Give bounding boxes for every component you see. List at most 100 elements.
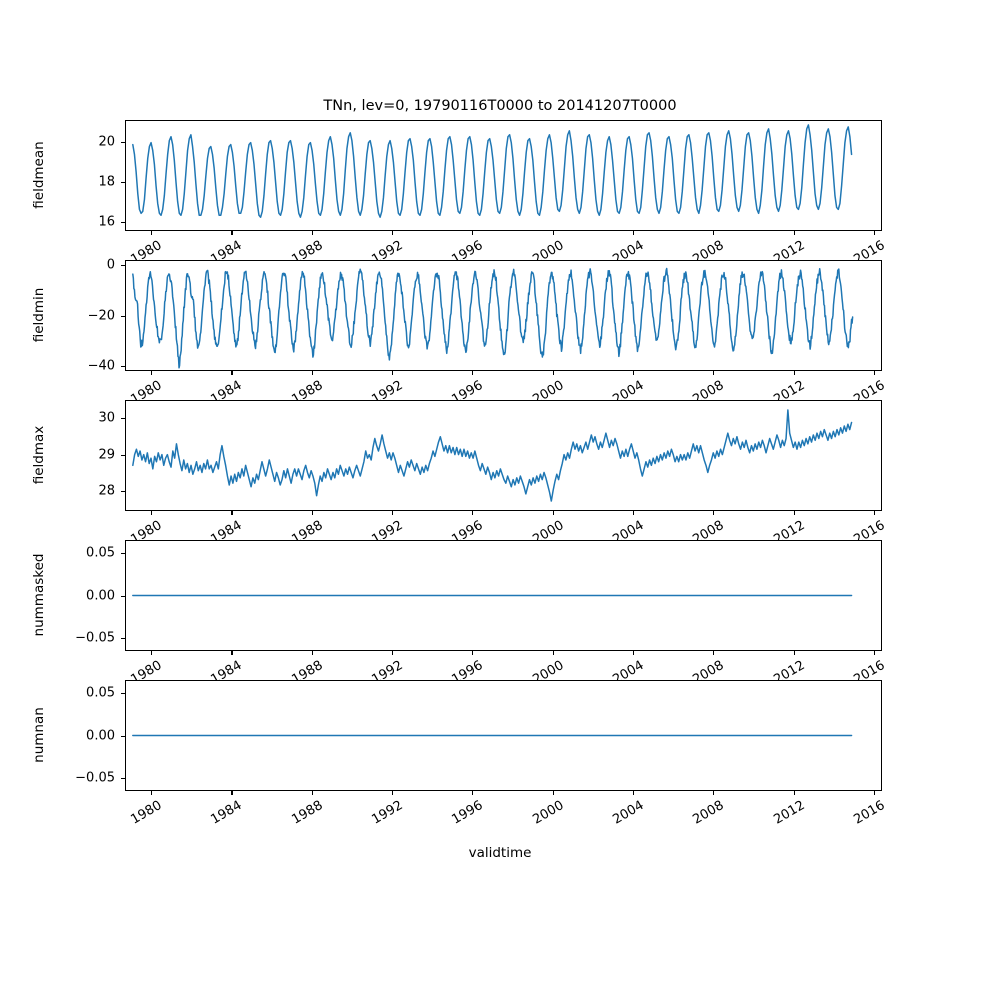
y-tick-mark (121, 490, 125, 493)
x-tick-mark (633, 791, 635, 795)
x-tick-mark (472, 231, 474, 235)
x-tick-mark (552, 651, 554, 655)
x-tick-mark (873, 651, 876, 655)
y-tick-label: 30 (98, 410, 115, 426)
x-tick-mark (151, 231, 153, 235)
y-tick-label: −0.05 (75, 630, 115, 646)
line-plot-nummasked (132, 594, 853, 597)
y-tick-label: −40 (87, 358, 115, 374)
x-tick-mark (552, 511, 554, 515)
x-tick-mark (151, 511, 153, 515)
x-tick-mark (713, 511, 715, 515)
x-tick-mark (151, 791, 153, 795)
x-tick-mark (311, 511, 313, 515)
y-tick-mark (121, 315, 125, 317)
x-tick-mark (311, 651, 313, 655)
y-tick-mark (121, 142, 125, 144)
x-tick-mark (633, 231, 635, 235)
y-tick-label: −20 (87, 308, 115, 323)
x-tick-mark (392, 651, 394, 655)
subplot-numnan (125, 680, 882, 791)
x-tick-mark (713, 371, 715, 375)
x-tick-mark (231, 231, 233, 235)
x-tick-mark (472, 511, 474, 515)
subplot-fieldmax (125, 400, 882, 511)
x-tick-mark (151, 371, 153, 375)
x-tick-mark (793, 231, 795, 235)
y-tick-label: 0.05 (86, 685, 115, 701)
y-tick-label: 28 (98, 483, 115, 499)
x-tick-mark (472, 791, 474, 795)
x-tick-mark (231, 371, 233, 375)
x-tick-mark (873, 511, 876, 515)
x-tick-mark (472, 651, 474, 655)
y-tick-mark (121, 552, 125, 554)
x-tick-mark (552, 231, 554, 235)
x-tick-mark (392, 231, 394, 235)
x-tick-mark (392, 371, 394, 375)
y-axis-label-fieldmax: fieldmax (31, 425, 47, 484)
x-tick-mark (873, 371, 876, 375)
y-tick-mark (121, 595, 125, 597)
y-tick-mark (121, 365, 125, 368)
x-tick-mark (231, 651, 233, 655)
y-axis-label-fieldmin: fieldmin (31, 287, 47, 342)
x-tick-mark (873, 231, 876, 235)
line-plot-fieldmean (132, 124, 853, 218)
data-line (132, 409, 853, 502)
y-axis-label-numnan: numnan (31, 706, 47, 763)
line-plot-fieldmin (132, 267, 854, 369)
y-tick-mark (121, 418, 125, 420)
x-tick-mark (713, 791, 715, 795)
y-tick-label: 0 (106, 257, 115, 273)
x-tick-mark (633, 511, 635, 515)
x-tick-mark (552, 791, 554, 795)
y-tick-mark (121, 454, 125, 456)
data-line (132, 267, 854, 369)
y-tick-mark (121, 182, 125, 184)
x-tick-mark (151, 651, 153, 655)
y-tick-mark (121, 735, 125, 737)
y-tick-mark (121, 778, 125, 780)
x-tick-mark (472, 371, 474, 375)
x-tick-mark (793, 371, 795, 375)
y-tick-label: 0.00 (86, 728, 115, 743)
x-tick-mark (713, 651, 715, 655)
x-tick-mark (311, 371, 313, 375)
data-line (132, 124, 853, 218)
y-tick-label: 0.00 (86, 588, 115, 603)
subplot-fieldmin (125, 260, 882, 371)
x-tick-mark (552, 371, 554, 375)
y-tick-mark (121, 692, 125, 694)
y-axis-label-fieldmean: fieldmean (31, 140, 47, 209)
y-tick-label: 18 (98, 174, 115, 190)
x-axis-label: validtime (468, 845, 532, 861)
chart-title: TNn, lev=0, 19790116T0000 to 20141207T00… (323, 98, 677, 114)
x-tick-mark (873, 791, 876, 795)
y-tick-mark (121, 265, 125, 267)
x-tick-mark (311, 791, 313, 795)
x-tick-mark (713, 231, 715, 235)
y-tick-label: 29 (98, 447, 115, 463)
y-tick-mark (121, 638, 125, 640)
subplot-fieldmean (125, 120, 882, 231)
x-tick-mark (793, 651, 795, 655)
y-axis-label-nummasked: nummasked (31, 553, 47, 636)
line-plot-numnan (132, 734, 853, 737)
x-tick-mark (231, 511, 233, 515)
x-tick-mark (392, 791, 394, 795)
y-tick-label: 20 (98, 134, 115, 150)
x-tick-mark (311, 231, 313, 235)
y-tick-label: 0.05 (86, 545, 115, 561)
x-tick-mark (231, 791, 233, 795)
y-tick-label: −0.05 (75, 770, 115, 786)
y-tick-mark (121, 222, 125, 224)
x-tick-mark (793, 791, 795, 795)
y-tick-label: 16 (98, 214, 115, 230)
line-plot-fieldmax (132, 409, 853, 502)
x-tick-mark (793, 511, 795, 515)
x-tick-mark (633, 371, 635, 375)
x-tick-mark (392, 511, 394, 515)
x-tick-mark (633, 651, 635, 655)
